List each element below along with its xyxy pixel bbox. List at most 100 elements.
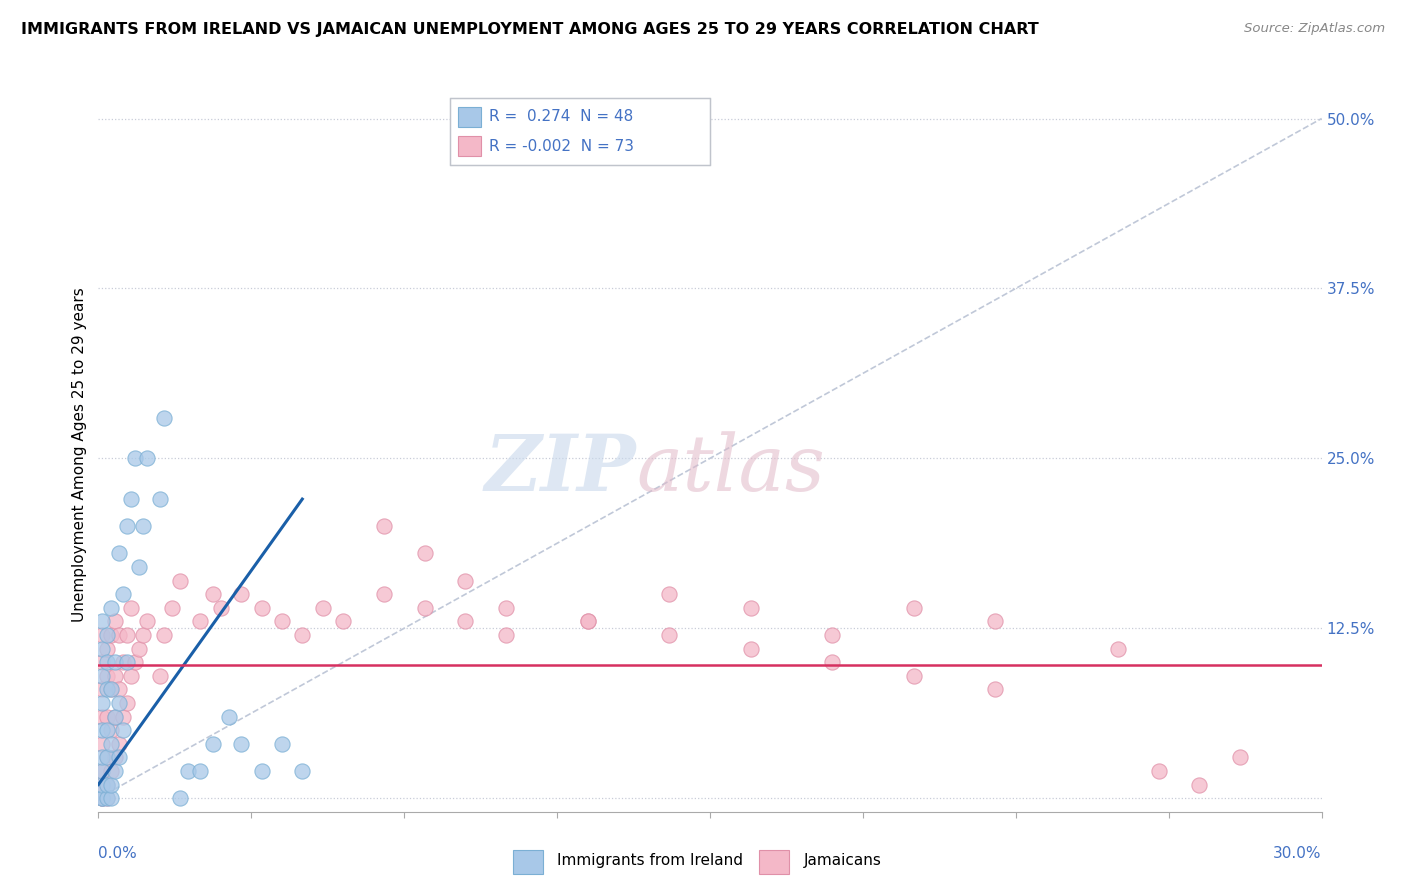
Point	[291, 764, 314, 778]
Point	[658, 587, 681, 601]
Point	[373, 587, 395, 601]
Point	[132, 519, 155, 533]
Text: R = -0.002  N = 73: R = -0.002 N = 73	[489, 139, 634, 153]
Point	[108, 750, 131, 764]
Point	[115, 519, 138, 533]
Point	[91, 669, 114, 683]
Point	[120, 600, 142, 615]
Text: ZIP: ZIP	[485, 431, 637, 508]
Point	[177, 764, 200, 778]
Point	[96, 709, 118, 723]
Point	[111, 587, 134, 601]
Point	[740, 600, 762, 615]
Bar	[759, 849, 789, 874]
Point	[108, 546, 131, 560]
Point	[104, 709, 127, 723]
Point	[821, 655, 844, 669]
Point	[91, 641, 114, 656]
Point	[1188, 778, 1211, 792]
Point	[91, 682, 114, 697]
Point	[104, 615, 127, 629]
Text: R =  0.274  N = 48: R = 0.274 N = 48	[489, 110, 633, 124]
Point	[312, 600, 335, 615]
Point	[100, 778, 122, 792]
Point	[270, 737, 294, 751]
Point	[984, 682, 1007, 697]
Point	[149, 492, 172, 507]
Point	[91, 723, 114, 738]
Point	[495, 628, 517, 642]
Point	[96, 791, 118, 805]
Point	[413, 600, 436, 615]
Point	[100, 682, 122, 697]
Point	[454, 574, 477, 588]
Point	[104, 669, 127, 683]
Point	[100, 628, 122, 642]
Point	[209, 600, 232, 615]
Point	[108, 628, 131, 642]
Bar	[458, 107, 481, 127]
Text: atlas: atlas	[637, 431, 825, 508]
Point	[576, 615, 599, 629]
Point	[96, 778, 118, 792]
Point	[91, 764, 114, 778]
Point	[231, 587, 253, 601]
Point	[100, 764, 122, 778]
Point	[903, 600, 925, 615]
Point	[91, 615, 114, 629]
Point	[96, 641, 118, 656]
Y-axis label: Unemployment Among Ages 25 to 29 years: Unemployment Among Ages 25 to 29 years	[72, 287, 87, 623]
Text: 0.0%: 0.0%	[98, 846, 138, 861]
Point	[132, 628, 155, 642]
Point	[120, 492, 142, 507]
Point	[91, 696, 114, 710]
Point	[128, 641, 150, 656]
Point	[984, 615, 1007, 629]
Point	[373, 519, 395, 533]
Point	[332, 615, 354, 629]
Point	[218, 709, 240, 723]
Point	[231, 737, 253, 751]
Point	[108, 682, 131, 697]
Point	[124, 451, 146, 466]
Point	[91, 709, 114, 723]
Point	[100, 737, 122, 751]
Point	[96, 750, 118, 764]
Point	[169, 791, 191, 805]
Point	[108, 737, 131, 751]
Point	[104, 655, 127, 669]
Point	[201, 587, 224, 601]
Point	[111, 655, 134, 669]
Point	[111, 723, 134, 738]
Point	[96, 682, 118, 697]
Bar	[513, 849, 543, 874]
Text: Immigrants from Ireland: Immigrants from Ireland	[558, 854, 744, 868]
Point	[821, 628, 844, 642]
Point	[149, 669, 172, 683]
Point	[96, 655, 118, 669]
Point	[1107, 641, 1129, 656]
Point	[136, 451, 159, 466]
Point	[111, 709, 134, 723]
Point	[91, 764, 114, 778]
Point	[104, 709, 127, 723]
Point	[160, 600, 183, 615]
Point	[136, 615, 159, 629]
Point	[91, 750, 114, 764]
Point	[1147, 764, 1170, 778]
Point	[124, 655, 146, 669]
Text: Jamaicans: Jamaicans	[804, 854, 882, 868]
Point	[91, 791, 114, 805]
Point	[115, 696, 138, 710]
Text: Source: ZipAtlas.com: Source: ZipAtlas.com	[1244, 22, 1385, 36]
Point	[91, 655, 114, 669]
Point	[152, 410, 174, 425]
Point	[91, 791, 114, 805]
Point	[104, 764, 127, 778]
Text: 30.0%: 30.0%	[1274, 846, 1322, 861]
Point	[91, 778, 114, 792]
Point	[100, 791, 122, 805]
Point	[96, 778, 118, 792]
Point	[115, 655, 138, 669]
Point	[454, 615, 477, 629]
